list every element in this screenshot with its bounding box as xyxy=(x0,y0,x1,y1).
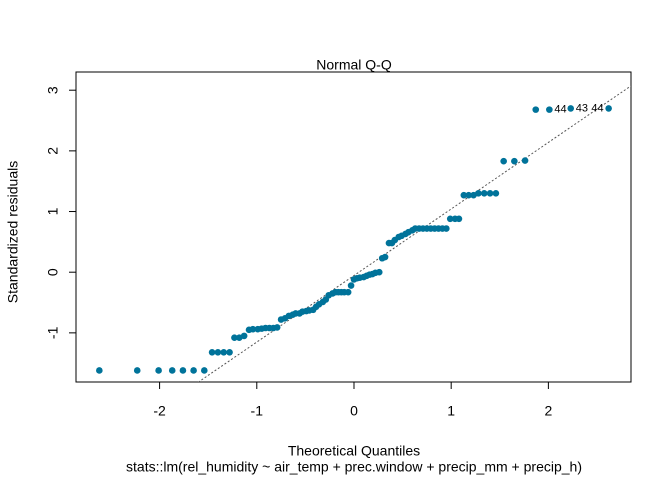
y-tick-label: 0 xyxy=(45,268,61,276)
point xyxy=(511,157,518,165)
point xyxy=(500,157,507,165)
point xyxy=(475,190,482,197)
point xyxy=(486,190,494,197)
point xyxy=(344,288,352,296)
x-axis-label: Theoretical Quantiles xyxy=(288,443,420,459)
point xyxy=(226,348,233,356)
point xyxy=(567,105,575,112)
point-label: 44 xyxy=(591,102,603,114)
point xyxy=(446,215,454,223)
point xyxy=(480,190,488,197)
chart-title: Normal Q-Q xyxy=(316,57,392,73)
point xyxy=(375,268,383,276)
point xyxy=(231,334,238,342)
x-tick-label: 0 xyxy=(350,403,358,419)
x-tick-label: 2 xyxy=(544,403,552,419)
point xyxy=(347,282,355,289)
point xyxy=(465,191,472,199)
point xyxy=(179,367,187,374)
x-tick-label: 1 xyxy=(447,403,455,419)
x-tick-label: -1 xyxy=(251,403,264,419)
y-tick-label: 3 xyxy=(45,86,61,94)
y-tick-label: 2 xyxy=(45,147,61,155)
point xyxy=(605,105,612,112)
point xyxy=(455,215,463,223)
point xyxy=(220,348,228,356)
point xyxy=(443,225,450,232)
point xyxy=(249,325,257,333)
y-axis-label: Standardized residuals xyxy=(5,161,21,303)
point xyxy=(546,106,553,113)
point xyxy=(521,157,529,164)
point xyxy=(208,348,216,356)
reference-line xyxy=(197,85,631,382)
point xyxy=(381,253,389,261)
y-tick-label: -1 xyxy=(45,326,61,339)
point xyxy=(133,367,141,374)
point-label: 43 xyxy=(576,102,588,114)
point xyxy=(168,367,176,374)
point xyxy=(190,367,197,374)
point xyxy=(532,106,540,113)
point xyxy=(214,348,222,356)
point xyxy=(201,367,208,374)
point xyxy=(460,191,468,199)
subtitle: stats::lm(rel_humidity ~ air_temp + prec… xyxy=(126,459,582,475)
point-label: 44 xyxy=(554,104,566,116)
point xyxy=(492,190,500,197)
y-tick-label: 1 xyxy=(45,207,61,215)
x-tick-label: -2 xyxy=(153,403,166,419)
point xyxy=(155,367,162,374)
point xyxy=(240,332,248,340)
point xyxy=(96,367,103,374)
point xyxy=(273,324,281,331)
